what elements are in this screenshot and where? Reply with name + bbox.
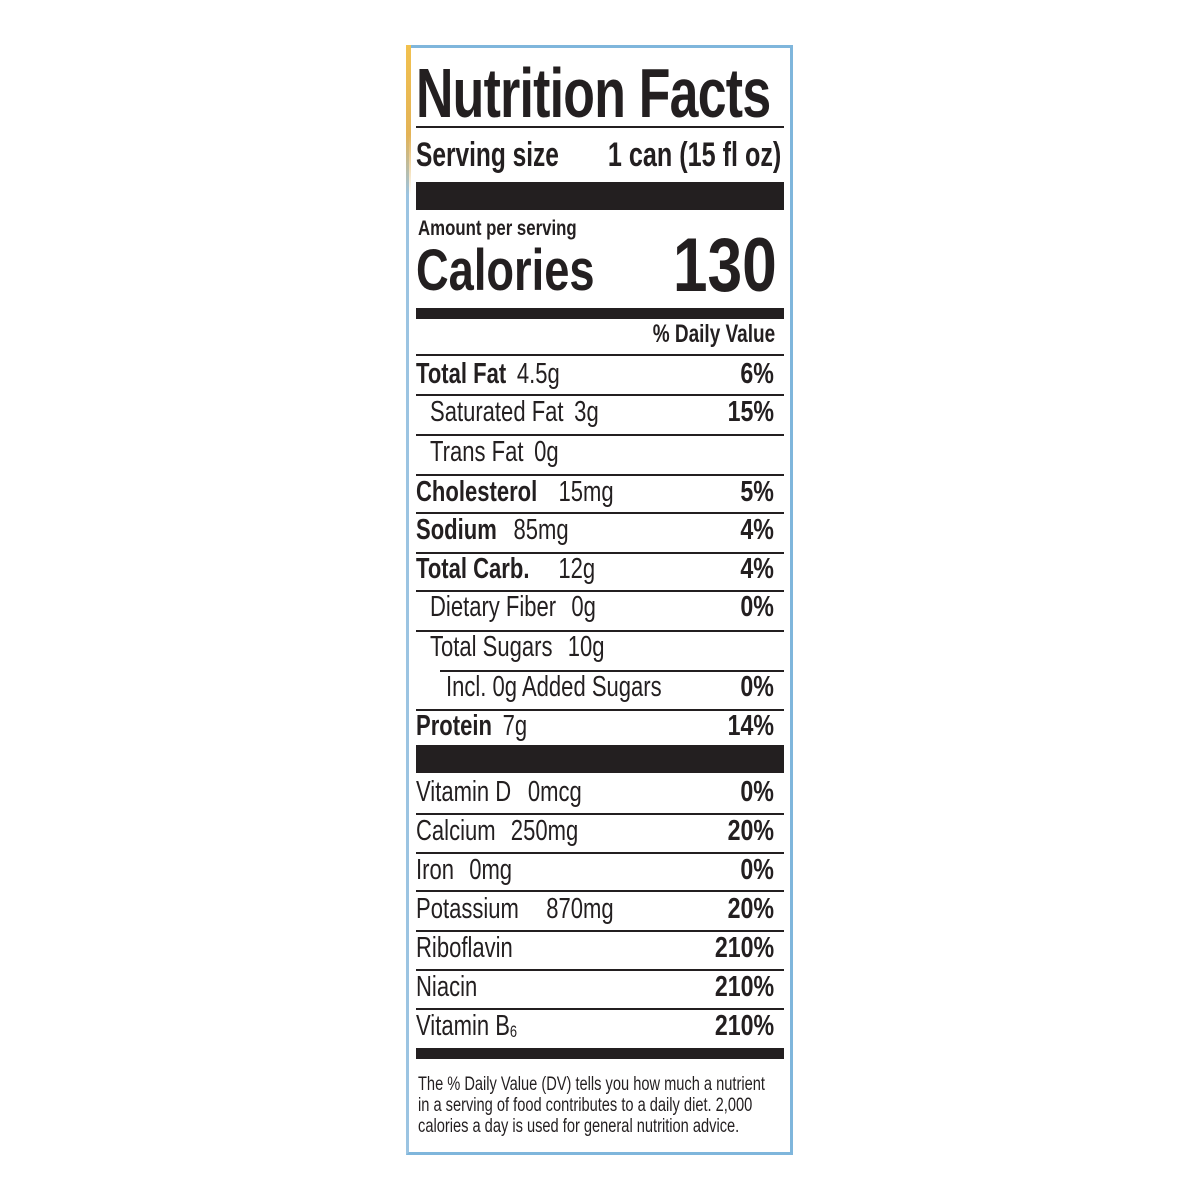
vitamin-row-riboflavin: Riboflavin 210%	[416, 934, 784, 966]
vitamin-row-potassium: Potassium 870mg 20%	[416, 895, 784, 927]
vitamin-row-niacin: Niacin 210%	[416, 973, 784, 1005]
nutrient-row-cholesterol: Cholesterol 15mg 5%	[416, 478, 784, 510]
divider	[416, 126, 784, 128]
nutrient-amount: 85mg	[513, 514, 569, 546]
nutrient-amount: 0g	[571, 591, 596, 623]
amount-per-serving: Amount per serving	[418, 217, 577, 240]
nutrient-dv: 0%	[740, 671, 774, 703]
nutrient-row-total-sugars: Total Sugars 10g	[416, 633, 784, 665]
serving-size-label: Serving size	[416, 136, 559, 174]
divider	[416, 552, 784, 554]
panel-title: Nutrition Facts	[416, 54, 771, 132]
nutrient-name: Protein	[416, 710, 492, 742]
vitamin-name: Calcium	[416, 815, 496, 847]
medium-divider	[416, 308, 784, 319]
vitamin-dv: 210%	[714, 971, 774, 1003]
nutrient-amount: 3g	[574, 396, 599, 428]
vitamin-row-vitamin-d: Vitamin D 0mcg 0%	[416, 778, 784, 810]
nutrient-name: Total Fat	[416, 358, 507, 390]
thick-divider	[416, 745, 784, 773]
nutrient-row-total-carb: Total Carb. 12g 4%	[416, 555, 784, 587]
nutrient-row-trans-fat: Trans Fat 0g	[416, 438, 784, 470]
nutrient-name: Incl. 0g Added Sugars	[446, 671, 662, 703]
nutrient-name: Cholesterol	[416, 476, 538, 508]
vitamin-dv: 20%	[727, 815, 774, 847]
vitamin-dv: 0%	[740, 776, 774, 808]
nutrient-dv: 0%	[740, 591, 774, 623]
nutrient-dv: 14%	[727, 710, 774, 742]
divider	[416, 813, 784, 815]
vitamin-dv: 210%	[714, 932, 774, 964]
nutrient-row-total-fat: Total Fat 4.5g 6%	[416, 360, 784, 392]
vitamin-dv: 210%	[714, 1010, 774, 1042]
daily-value-footnote: The % Daily Value (DV) tells you how muc…	[418, 1074, 780, 1137]
nutrient-name: Total Carb.	[416, 553, 530, 585]
vitamin-row-calcium: Calcium 250mg 20%	[416, 817, 784, 849]
divider	[416, 969, 784, 971]
nutrient-name: Dietary Fiber	[430, 591, 557, 623]
vitamin-row-vitamin-b6: Vitamin B6 210%	[416, 1012, 784, 1044]
nutrient-amount: 15mg	[558, 476, 614, 508]
thick-divider	[416, 182, 784, 210]
nutrient-name: Trans Fat	[430, 436, 524, 468]
serving-size-value: 1 can (15 fl oz)	[607, 136, 781, 174]
divider	[416, 1008, 784, 1010]
footnote-line: calories a day is used for general nutri…	[418, 1116, 740, 1137]
divider	[416, 590, 784, 592]
vitamin-name: Vitamin D	[416, 776, 512, 808]
vitamin-amount: 0mg	[469, 854, 513, 886]
divider	[416, 930, 784, 932]
divider	[416, 630, 784, 632]
nutrient-amount: 7g	[502, 710, 528, 742]
vitamin-dv: 20%	[727, 893, 774, 925]
nutrient-dv: 6%	[740, 358, 774, 390]
vitamin-name: Riboflavin	[416, 932, 513, 964]
nutrient-name: Saturated Fat	[430, 396, 564, 428]
divider	[416, 394, 784, 396]
divider	[416, 852, 784, 854]
divider	[416, 354, 784, 356]
vitamin-name: Vitamin B	[416, 1010, 510, 1042]
vitamin-name: Iron	[416, 854, 454, 886]
calories-value: 130	[673, 223, 777, 308]
nutrition-facts-panel: Nutrition Facts Serving size 1 can (15 f…	[412, 50, 787, 1150]
vitamin-subscript: 6	[509, 1022, 518, 1041]
nutrient-row-sodium: Sodium 85mg 4%	[416, 516, 784, 548]
divider	[416, 474, 784, 476]
vitamin-dv: 0%	[740, 854, 774, 886]
nutrient-dv: 15%	[727, 396, 774, 428]
nutrient-dv: 4%	[740, 514, 774, 546]
divider	[416, 709, 784, 711]
nutrient-row-protein: Protein 7g 14%	[416, 712, 784, 744]
daily-value-header: % Daily Value	[652, 320, 775, 348]
nutrient-row-saturated-fat: Saturated Fat 3g 15%	[416, 398, 784, 430]
divider	[440, 670, 784, 672]
nutrient-amount: 0g	[534, 436, 559, 468]
vitamin-amount: 870mg	[546, 893, 614, 925]
nutrient-amount: 4.5g	[516, 358, 560, 390]
divider	[416, 512, 784, 514]
nutrient-name: Total Sugars	[430, 631, 553, 663]
footnote-line: The % Daily Value (DV) tells you how muc…	[418, 1074, 765, 1095]
vitamin-amount: 0mcg	[527, 776, 582, 808]
nutrient-row-dietary-fiber: Dietary Fiber 0g 0%	[416, 593, 784, 625]
vitamin-name: Niacin	[416, 971, 478, 1003]
vitamin-name: Potassium	[416, 893, 519, 925]
divider	[416, 434, 784, 436]
nutrient-dv: 4%	[740, 553, 774, 585]
divider	[416, 890, 784, 892]
nutrient-name: Sodium	[416, 514, 497, 546]
vitamin-amount: 250mg	[510, 815, 579, 847]
calories-label: Calories	[416, 238, 595, 303]
medium-divider	[416, 1048, 784, 1059]
nutrient-amount: 12g	[558, 553, 596, 585]
nutrient-amount: 10g	[567, 631, 605, 663]
footnote-line: in a serving of food contributes to a da…	[418, 1095, 753, 1116]
nutrient-row-added-sugars: Incl. 0g Added Sugars 0%	[416, 673, 784, 705]
nutrient-dv: 5%	[740, 476, 774, 508]
vitamin-row-iron: Iron 0mg 0%	[416, 856, 784, 888]
